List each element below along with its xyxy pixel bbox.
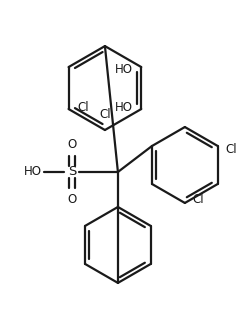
Text: S: S <box>68 165 76 179</box>
Text: Cl: Cl <box>99 108 111 121</box>
Text: HO: HO <box>115 63 133 76</box>
Text: Cl: Cl <box>226 142 237 156</box>
Text: HO: HO <box>24 165 42 179</box>
Text: O: O <box>67 193 77 206</box>
Text: HO: HO <box>115 100 133 113</box>
Text: Cl: Cl <box>78 100 89 113</box>
Text: Cl: Cl <box>193 193 204 206</box>
Text: O: O <box>67 138 77 151</box>
